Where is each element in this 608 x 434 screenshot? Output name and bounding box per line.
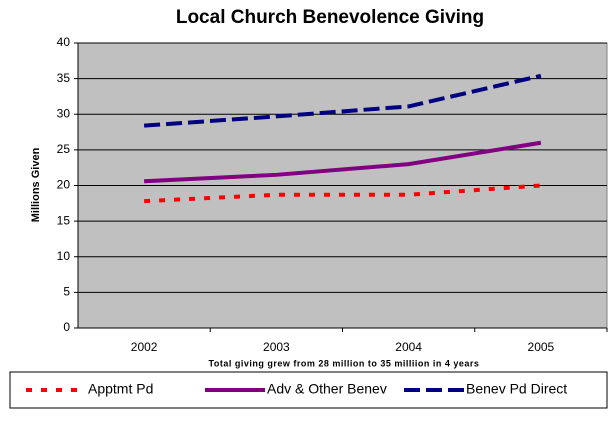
y-tick-label: 0 — [63, 320, 70, 334]
y-tick-label: 20 — [57, 178, 71, 192]
x-tick-label: 2003 — [263, 340, 290, 354]
x-tick-label: 2004 — [395, 340, 422, 354]
x-tick-label: 2005 — [528, 340, 555, 354]
y-tick-label: 5 — [63, 285, 70, 299]
series-line — [144, 140, 542, 184]
y-tick-label: 40 — [57, 35, 71, 49]
legend-label: Benev Pd Direct — [466, 381, 567, 397]
y-axis-label: Millions Given — [30, 147, 42, 222]
legend-label: Adv & Other Benev — [267, 381, 387, 397]
y-tick-label: 30 — [57, 106, 71, 120]
y-tick-label: 35 — [57, 71, 71, 85]
legend-label: Apptmt Pd — [88, 381, 153, 397]
series-line — [144, 183, 542, 204]
chart-title: Local Church Benevolence Giving — [176, 7, 484, 28]
x-tick-label: 2002 — [131, 340, 158, 354]
y-tick-label: 10 — [57, 249, 71, 263]
x-axis-label: Total giving grew from 28 million to 35 … — [209, 358, 480, 368]
y-tick-label: 25 — [57, 142, 71, 156]
legend-box — [9, 371, 608, 409]
series-line — [143, 73, 542, 128]
y-tick-label: 15 — [57, 213, 71, 227]
